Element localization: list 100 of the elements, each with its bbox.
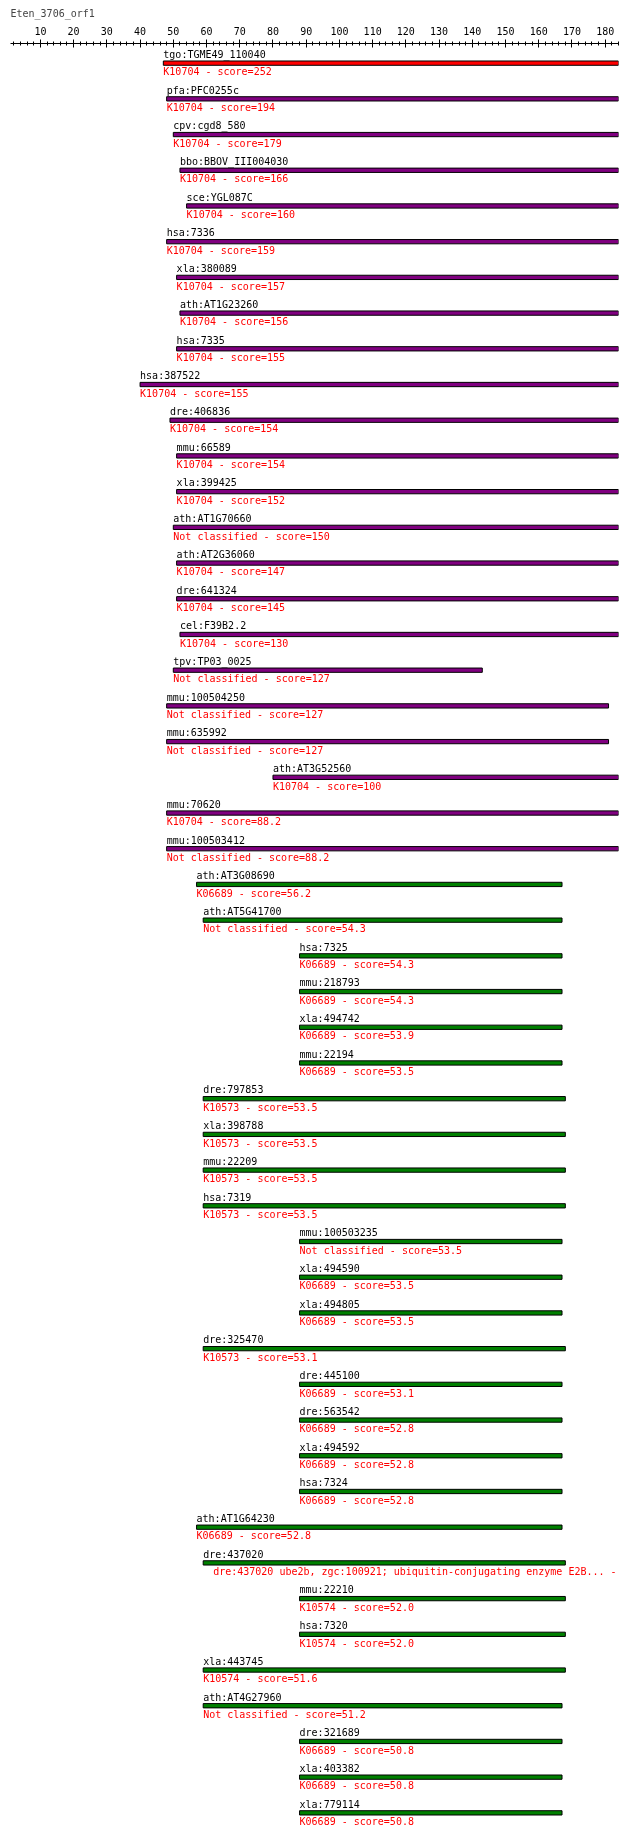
bar — [176, 596, 619, 602]
x-tick-label: 10 — [34, 25, 47, 37]
bar — [299, 1417, 563, 1423]
annotation: K10704 - score=179 — [173, 137, 282, 149]
bar — [172, 667, 483, 673]
y-tick-label: hsa:7324 — [299, 1477, 348, 1489]
bar — [179, 310, 619, 316]
y-tick-label: mmu:22209 — [203, 1155, 258, 1167]
y-tick-label: mmu:218793 — [299, 977, 360, 989]
annotation: K10704 - score=156 — [179, 316, 289, 328]
y-tick-label: dre:437020 — [203, 1548, 264, 1560]
bar — [166, 96, 619, 102]
annotation: K10574 - score=51.6 — [203, 1673, 318, 1685]
annotation: K10704 - score=154 — [176, 459, 285, 471]
annotation: K10704 - score=100 — [272, 780, 382, 792]
annotation: K06689 - score=50.8 — [299, 1780, 414, 1792]
bar — [166, 810, 619, 816]
annotation: Not classified - score=127 — [166, 744, 324, 756]
annotation: K06689 - score=53.5 — [299, 1066, 414, 1078]
x-tick-label: 180 — [596, 25, 615, 37]
x-tick-label: 70 — [233, 25, 246, 37]
y-tick-label: mmu:100503412 — [166, 834, 245, 846]
annotation: K10704 - score=154 — [169, 423, 279, 435]
y-tick-label: xla:399425 — [176, 477, 237, 489]
y-tick-label: mmu:66589 — [176, 441, 231, 453]
y-tick-label: hsa:7325 — [299, 941, 348, 953]
y-tick-label: hsa:7335 — [176, 334, 225, 346]
x-tick-label: 20 — [67, 25, 80, 37]
annotation: K06689 - score=52.8 — [196, 1530, 311, 1542]
bar — [186, 203, 619, 209]
bar — [202, 1703, 563, 1709]
y-tick-label: hsa:387522 — [140, 370, 201, 382]
x-tick-label: 80 — [266, 25, 279, 37]
annotation: Not classified - score=127 — [166, 709, 324, 721]
bar — [299, 953, 563, 959]
x-tick-label: 50 — [167, 25, 180, 37]
annotation: K10704 - score=252 — [163, 66, 272, 78]
annotation: K10704 - score=155 — [176, 352, 285, 364]
y-tick-label: ath:AT3G52560 — [272, 763, 352, 775]
bar — [196, 1524, 563, 1530]
bar — [299, 1024, 563, 1030]
y-tick-label: tpv:TP03_0025 — [173, 655, 252, 668]
x-tick-label: 150 — [496, 25, 515, 37]
bar — [166, 846, 619, 852]
annotation: K10573 - score=53.1 — [203, 1351, 318, 1363]
annotation: K10573 - score=53.5 — [203, 1209, 318, 1221]
bar — [162, 60, 619, 66]
y-tick-label: xla:403382 — [299, 1762, 360, 1774]
bar — [299, 1810, 563, 1816]
annotation: K10573 - score=53.5 — [203, 1101, 318, 1113]
bar — [172, 131, 619, 138]
y-tick-label: mmu:100503235 — [299, 1227, 378, 1239]
y-tick-label: xla:443745 — [203, 1655, 264, 1667]
annotation: K06689 - score=53.5 — [299, 1316, 414, 1328]
bar — [176, 453, 619, 459]
x-tick-label: 60 — [200, 25, 213, 37]
y-tick-label: dre:641324 — [176, 584, 237, 596]
y-tick-label: ath:AT1G64230 — [196, 1512, 275, 1524]
chart-title: Eten_3706_orf1 — [10, 7, 95, 20]
x-tick-label: 130 — [430, 25, 449, 37]
annotation: K06689 - score=50.8 — [299, 1816, 414, 1828]
annotation: Not classified - score=53.5 — [299, 1244, 463, 1256]
annotation: K06689 - score=52.8 — [299, 1423, 414, 1435]
y-tick-label: xla:494592 — [299, 1441, 360, 1453]
bar — [202, 1131, 566, 1138]
y-tick-label: xla:494805 — [299, 1298, 360, 1310]
bar — [179, 631, 619, 638]
y-tick-label: ath:AT2G36060 — [176, 548, 255, 560]
y-tick-label: ath:AT3G08690 — [196, 870, 275, 882]
annotation: K10704 - score=160 — [186, 209, 295, 221]
x-tick-label: 170 — [562, 25, 582, 37]
annotation: Not classified - score=88.2 — [166, 851, 330, 863]
bar — [202, 1096, 566, 1102]
y-tick-label: ath:AT1G23260 — [179, 298, 259, 310]
bar — [196, 881, 563, 888]
annotation: K10704 - score=159 — [166, 244, 276, 256]
y-tick-label: cel:F39B2.2 — [179, 620, 247, 632]
x-tick-label: 160 — [529, 25, 548, 37]
bar — [166, 239, 619, 245]
bar — [176, 489, 619, 495]
annotation: K06689 - score=53.1 — [299, 1387, 414, 1399]
annotation: K06689 - score=52.8 — [299, 1458, 414, 1470]
bar — [299, 1310, 563, 1316]
bar — [299, 1453, 563, 1459]
y-tick-label: sce:YGL087C — [186, 191, 253, 203]
y-tick-label: hsa:7319 — [203, 1191, 252, 1203]
annotation: K10704 - score=145 — [176, 601, 285, 613]
y-tick-label: bbo:BBOV_III004030 — [179, 156, 289, 169]
y-tick-label: tgo:TGME49_110040 — [163, 48, 266, 61]
y-tick-label: hsa:7336 — [166, 227, 215, 239]
annotation: K10704 - score=194 — [166, 102, 276, 114]
bar — [176, 346, 619, 352]
y-tick-label: xla:494742 — [299, 1013, 360, 1025]
annotation: K06689 - score=54.3 — [299, 994, 414, 1006]
bar — [139, 381, 619, 388]
y-tick-label: mmu:100504250 — [166, 691, 245, 703]
y-tick-label: dre:563542 — [299, 1405, 360, 1417]
bar — [202, 917, 563, 923]
bar — [299, 1631, 566, 1637]
bar — [202, 1167, 566, 1173]
